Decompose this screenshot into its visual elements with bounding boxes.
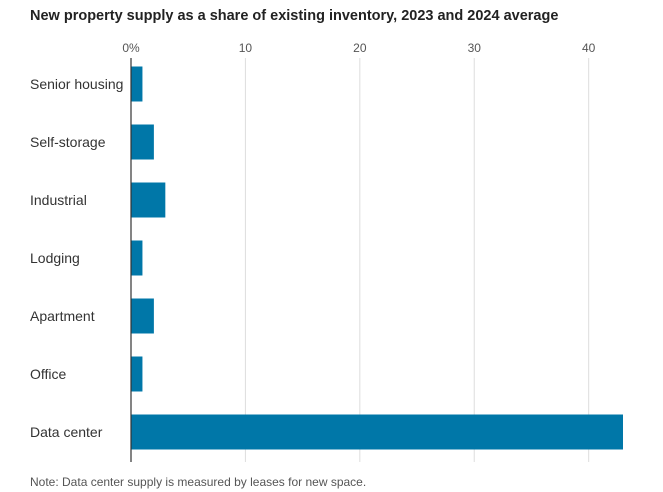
category-label-office: Office bbox=[30, 366, 67, 382]
x-tick-label-0: 0% bbox=[122, 41, 140, 55]
x-tick-label-30: 30 bbox=[468, 41, 482, 55]
category-label-lodging: Lodging bbox=[30, 250, 80, 266]
bar-industrial bbox=[131, 182, 166, 218]
bar-senior-housing bbox=[131, 66, 143, 102]
category-labels: Senior housing Self-storage Industrial Lodg… bbox=[30, 76, 123, 440]
category-label-data-center: Data center bbox=[30, 424, 103, 440]
x-tick-label-20: 20 bbox=[353, 41, 367, 55]
bar-self-storage bbox=[131, 124, 154, 160]
category-label-self-storage: Self-storage bbox=[30, 134, 106, 150]
category-label-industrial: Industrial bbox=[30, 192, 87, 208]
gridlines bbox=[244, 58, 590, 462]
bar-lodging bbox=[131, 240, 143, 276]
bars bbox=[131, 66, 623, 450]
chart-title: New property supply as a share of existi… bbox=[30, 8, 559, 24]
bar-office bbox=[131, 356, 143, 392]
x-tick-label-40: 40 bbox=[582, 41, 596, 55]
x-tick-label-10: 10 bbox=[239, 41, 253, 55]
bar-apartment bbox=[131, 298, 154, 334]
chart-note: Note: Data center supply is measured by … bbox=[30, 475, 367, 489]
x-axis-tick-labels: 0% 10 20 30 40 bbox=[122, 41, 595, 55]
bar-data-center bbox=[131, 414, 623, 450]
category-label-apartment: Apartment bbox=[30, 308, 95, 324]
category-label-senior-housing: Senior housing bbox=[30, 76, 123, 92]
